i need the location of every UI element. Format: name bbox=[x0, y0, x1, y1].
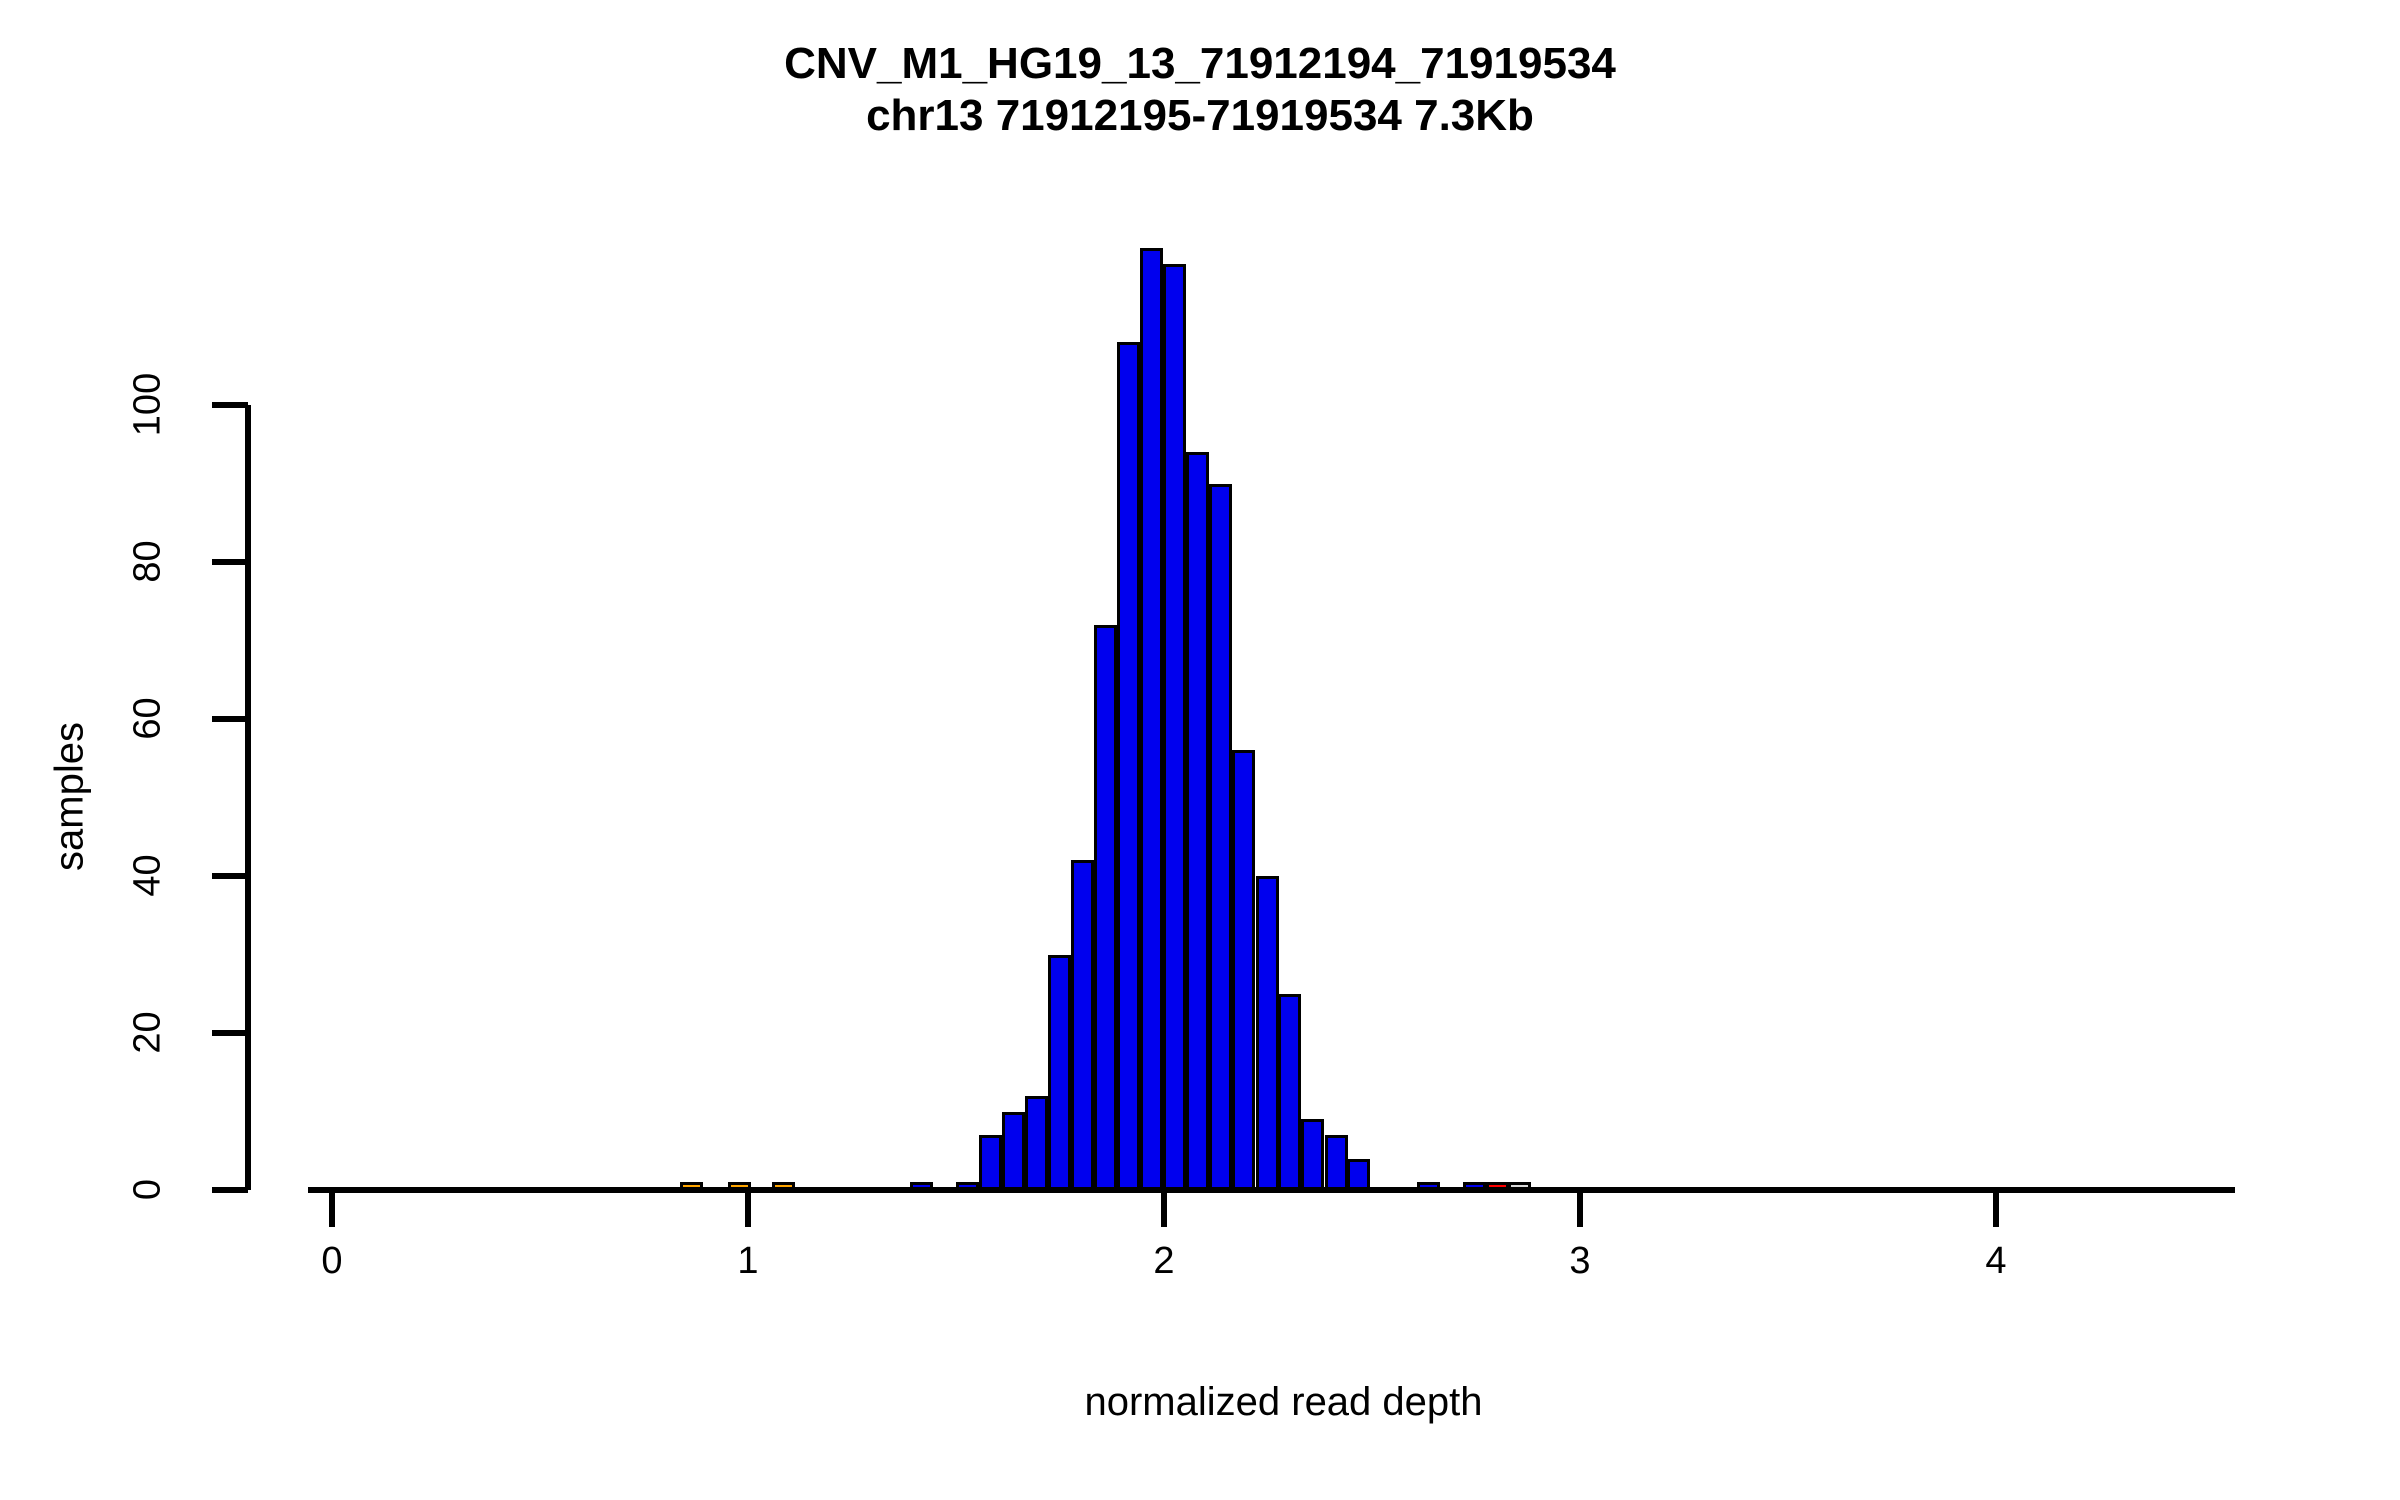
histogram-bar bbox=[1278, 993, 1302, 1190]
histogram-bar bbox=[1048, 954, 1072, 1190]
y-axis-tick-label-0: 0 bbox=[126, 1178, 169, 1201]
y-axis-tick bbox=[212, 559, 248, 565]
y-axis-tick bbox=[212, 1030, 248, 1036]
y-axis-tick bbox=[212, 873, 248, 879]
x-axis-tick-label-4: 4 bbox=[1985, 1240, 2007, 1282]
histogram-bar bbox=[1186, 452, 1210, 1190]
histogram-bar bbox=[1002, 1111, 1026, 1190]
x-axis-tick bbox=[745, 1193, 751, 1227]
histogram-bar bbox=[1094, 624, 1118, 1190]
histogram-bar bbox=[1255, 876, 1279, 1190]
histogram-bar bbox=[1025, 1095, 1049, 1190]
x-axis-tick bbox=[1577, 1193, 1583, 1227]
x-axis-tick-label-0: 0 bbox=[321, 1240, 343, 1282]
histogram-bar bbox=[1232, 750, 1256, 1190]
y-axis-tick-label-3: 60 bbox=[126, 697, 169, 740]
histogram-bar bbox=[979, 1135, 1003, 1190]
histogram-bar bbox=[1347, 1158, 1371, 1190]
x-axis-tick bbox=[1161, 1193, 1167, 1227]
y-axis-tick-label-2: 40 bbox=[126, 854, 169, 897]
y-axis-tick-label-1: 20 bbox=[126, 1011, 169, 1054]
y-axis-title: samples bbox=[47, 721, 92, 871]
x-axis-line bbox=[308, 1187, 2235, 1193]
histogram-bar bbox=[1071, 860, 1095, 1190]
x-axis-tick-label-3: 3 bbox=[1569, 1240, 1591, 1282]
x-axis-tick-label-1: 1 bbox=[737, 1240, 759, 1282]
histogram-bar bbox=[1163, 263, 1187, 1190]
x-axis-tick-label-2: 2 bbox=[1153, 1240, 1175, 1282]
y-axis-tick-label-4: 80 bbox=[126, 540, 169, 583]
x-axis-tick bbox=[329, 1193, 335, 1227]
chart-title-line-1: CNV_M1_HG19_13_71912194_71919534 bbox=[784, 39, 1616, 88]
histogram-bar bbox=[1324, 1135, 1348, 1190]
y-axis-tick bbox=[212, 716, 248, 722]
chart-title-line-2: chr13 71912195-71919534 7.3Kb bbox=[866, 90, 1534, 140]
histogram-bar bbox=[1301, 1119, 1325, 1190]
y-axis-tick-label-5: 100 bbox=[126, 372, 169, 437]
chart-title: CNV_M1_HG19_13_71912194_71919534 chr13 7… bbox=[0, 38, 2400, 142]
x-axis-title: normalized read depth bbox=[1084, 1380, 1483, 1424]
y-axis-tick bbox=[212, 1187, 248, 1193]
histogram-bar bbox=[1140, 248, 1164, 1190]
y-axis-tick bbox=[212, 402, 248, 408]
histogram-bar bbox=[1209, 483, 1233, 1190]
y-axis-line bbox=[245, 405, 251, 1190]
histogram-bar bbox=[1117, 342, 1141, 1190]
x-axis-tick bbox=[1993, 1193, 1999, 1227]
